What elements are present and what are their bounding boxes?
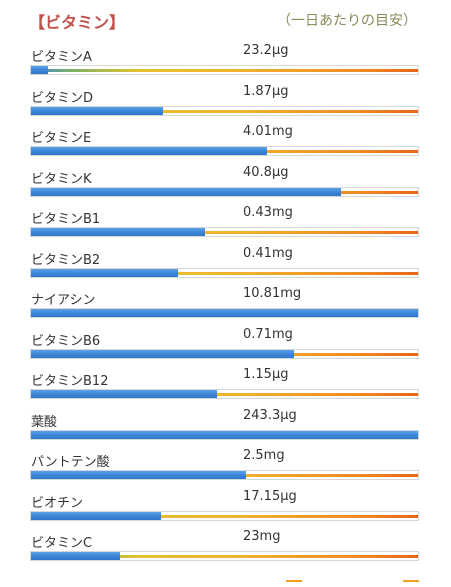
progress-fill <box>31 268 179 277</box>
nutrient-name: ビタミンC <box>31 536 93 551</box>
progress-fill <box>31 106 163 115</box>
nutrient-amount: 0.41mg <box>243 245 293 261</box>
nutrient-amount: 10.81mg <box>243 286 302 301</box>
next-section-edge <box>30 580 419 587</box>
next-section-mark <box>286 580 302 582</box>
progress-fill <box>31 390 217 398</box>
nutrient-name: ナイアシン <box>31 293 96 308</box>
target-gradient-line <box>31 514 418 518</box>
progress-track <box>30 551 419 561</box>
progress-track <box>30 105 419 116</box>
nutrient-amount: 1.87μg <box>243 83 289 99</box>
next-section-mark <box>403 580 419 582</box>
progress-track <box>30 470 419 480</box>
target-gradient-line <box>31 69 418 72</box>
nutrient-amount: 0.43mg <box>243 205 293 220</box>
nutrient-name: ビオチン <box>31 495 84 511</box>
daily-target-note: （一日あたりの目安） <box>277 13 417 29</box>
progress-track <box>30 348 419 359</box>
progress-fill <box>31 349 295 358</box>
progress-track <box>30 429 419 440</box>
progress-track <box>30 308 419 318</box>
nutrient-amount: 4.01mg <box>243 124 293 139</box>
target-gradient-line <box>31 109 418 113</box>
progress-track <box>30 227 419 237</box>
nutrient-name: ビタミンK <box>31 171 92 187</box>
nutrient-row: ビタミンB1 0.43mg <box>0 198 451 239</box>
progress-track <box>30 389 419 399</box>
nutrient-amount: 2.5mg <box>243 448 285 463</box>
nutrient-name: パントテン酸 <box>31 455 110 470</box>
progress-fill <box>31 66 49 74</box>
nutrient-name: ビタミンD <box>31 90 94 106</box>
nutrient-amount: 243.3μg <box>243 407 297 423</box>
nutrient-list: ビタミンA 23.2μg ビタミンD 1.87μg ビタミンE 4.01mg ビタミンK 40… <box>0 36 451 563</box>
nutrient-row: ビタミンB2 0.41mg <box>0 239 451 280</box>
nutrient-row: ナイアシン 10.81mg <box>0 279 451 320</box>
progress-fill <box>31 309 418 317</box>
nutrient-row: ビタミンB12 1.15μg <box>0 360 451 401</box>
nutrient-name: ビタミンB6 <box>31 333 101 349</box>
progress-fill <box>31 511 161 520</box>
progress-track <box>30 267 419 278</box>
target-gradient-line <box>31 393 418 396</box>
progress-fill <box>31 471 246 479</box>
progress-track <box>30 510 419 521</box>
progress-fill <box>31 147 268 155</box>
nutrient-amount: 23.2μg <box>243 43 289 58</box>
nutrient-name: ビタミンB1 <box>31 212 101 227</box>
progress-track <box>30 65 419 75</box>
target-gradient-line <box>31 555 418 558</box>
nutrient-row: 葉酸 243.3μg <box>0 401 451 442</box>
target-gradient-line <box>31 231 418 234</box>
nutrient-row: ビタミンD 1.87μg <box>0 77 451 118</box>
progress-fill <box>31 430 418 439</box>
nutrient-row: ビタミンK 40.8μg <box>0 158 451 199</box>
progress-track <box>30 186 419 197</box>
nutrient-row: ビタミンA 23.2μg <box>0 36 451 77</box>
target-gradient-line <box>31 271 418 275</box>
progress-track <box>30 146 419 156</box>
nutrient-amount: 0.71mg <box>243 326 293 342</box>
section-title: 【ビタミン】 <box>29 13 126 32</box>
nutrient-name: ビタミンB12 <box>31 374 109 389</box>
nutrient-amount: 17.15μg <box>243 488 297 504</box>
nutrient-name: ビタミンE <box>31 131 92 146</box>
nutrient-name: ビタミンB2 <box>31 252 101 268</box>
nutrient-name: ビタミンA <box>31 50 92 65</box>
nutrient-row: ビオチン 17.15μg <box>0 482 451 523</box>
nutrient-amount: 1.15μg <box>243 367 289 382</box>
nutrient-row: パントテン酸 2.5mg <box>0 441 451 482</box>
nutrient-row: ビタミンB6 0.71mg <box>0 320 451 361</box>
nutrient-amount: 40.8μg <box>243 164 289 180</box>
progress-fill <box>31 228 206 236</box>
section-header: 【ビタミン】 （一日あたりの目安） <box>0 0 451 36</box>
nutrient-row: ビタミンC 23mg <box>0 522 451 563</box>
nutrient-name: 葉酸 <box>31 414 58 430</box>
nutrient-row: ビタミンE 4.01mg <box>0 117 451 158</box>
progress-fill <box>31 552 120 560</box>
progress-fill <box>31 187 341 196</box>
nutrient-amount: 23mg <box>243 529 281 544</box>
